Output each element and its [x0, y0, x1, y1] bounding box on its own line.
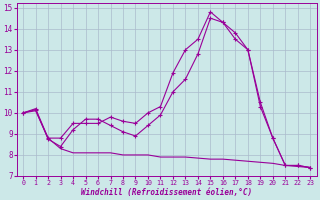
X-axis label: Windchill (Refroidissement éolien,°C): Windchill (Refroidissement éolien,°C): [81, 188, 252, 197]
